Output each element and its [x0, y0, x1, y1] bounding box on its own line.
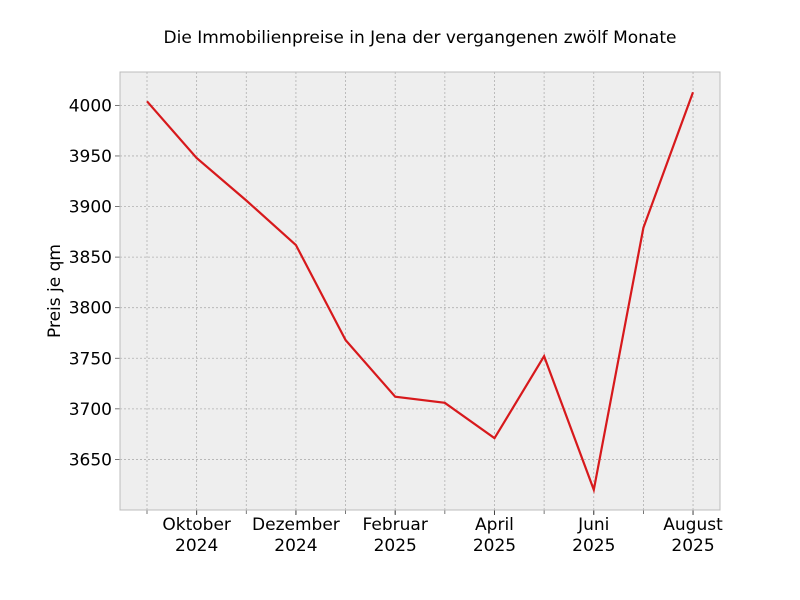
y-tick-label: 4000 — [69, 96, 112, 116]
plot-area — [120, 72, 720, 510]
x-tick-label-month: Dezember — [252, 515, 340, 535]
x-tick-label-year: 2025 — [374, 536, 417, 556]
x-tick-label-year: 2025 — [671, 536, 714, 556]
x-tick-label-month: Oktober — [162, 515, 231, 535]
x-tick-label-year: 2024 — [175, 536, 218, 556]
x-tick-label-year: 2025 — [572, 536, 615, 556]
y-axis-label: Preis je qm — [45, 244, 65, 338]
plot-frame — [119, 71, 721, 511]
x-tick-label-month: Februar — [363, 515, 428, 535]
axis-ticks: 36503700375038003850390039504000Oktober2… — [69, 96, 723, 556]
y-tick-label: 3750 — [69, 349, 112, 369]
y-tick-label: 3950 — [69, 147, 112, 167]
x-tick-label-year: 2025 — [473, 536, 516, 556]
y-tick-label: 3800 — [69, 299, 112, 319]
y-tick-label: 3850 — [69, 248, 112, 268]
y-tick-label: 3700 — [69, 400, 112, 420]
series-line — [146, 91, 695, 494]
chart-title: Die Immobilienpreise in Jena der vergang… — [164, 28, 677, 48]
y-tick-label: 3900 — [69, 198, 112, 218]
x-tick-label-month: Juni — [577, 515, 609, 535]
x-tick-label-month: April — [475, 515, 514, 535]
x-tick-label-month: August — [663, 515, 723, 535]
y-tick-label: 3650 — [69, 450, 112, 470]
x-tick-label-year: 2024 — [274, 536, 317, 556]
